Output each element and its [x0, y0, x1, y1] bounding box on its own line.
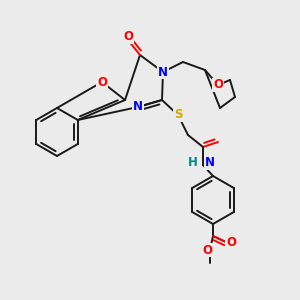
Text: S: S — [174, 109, 182, 122]
Text: O: O — [97, 76, 107, 88]
Text: N: N — [205, 157, 215, 169]
Text: N: N — [133, 100, 143, 113]
Text: H: H — [188, 157, 198, 169]
Text: O: O — [226, 236, 236, 250]
Text: N: N — [158, 65, 168, 79]
Text: O: O — [202, 244, 212, 256]
Text: O: O — [123, 31, 133, 44]
Text: O: O — [213, 79, 223, 92]
